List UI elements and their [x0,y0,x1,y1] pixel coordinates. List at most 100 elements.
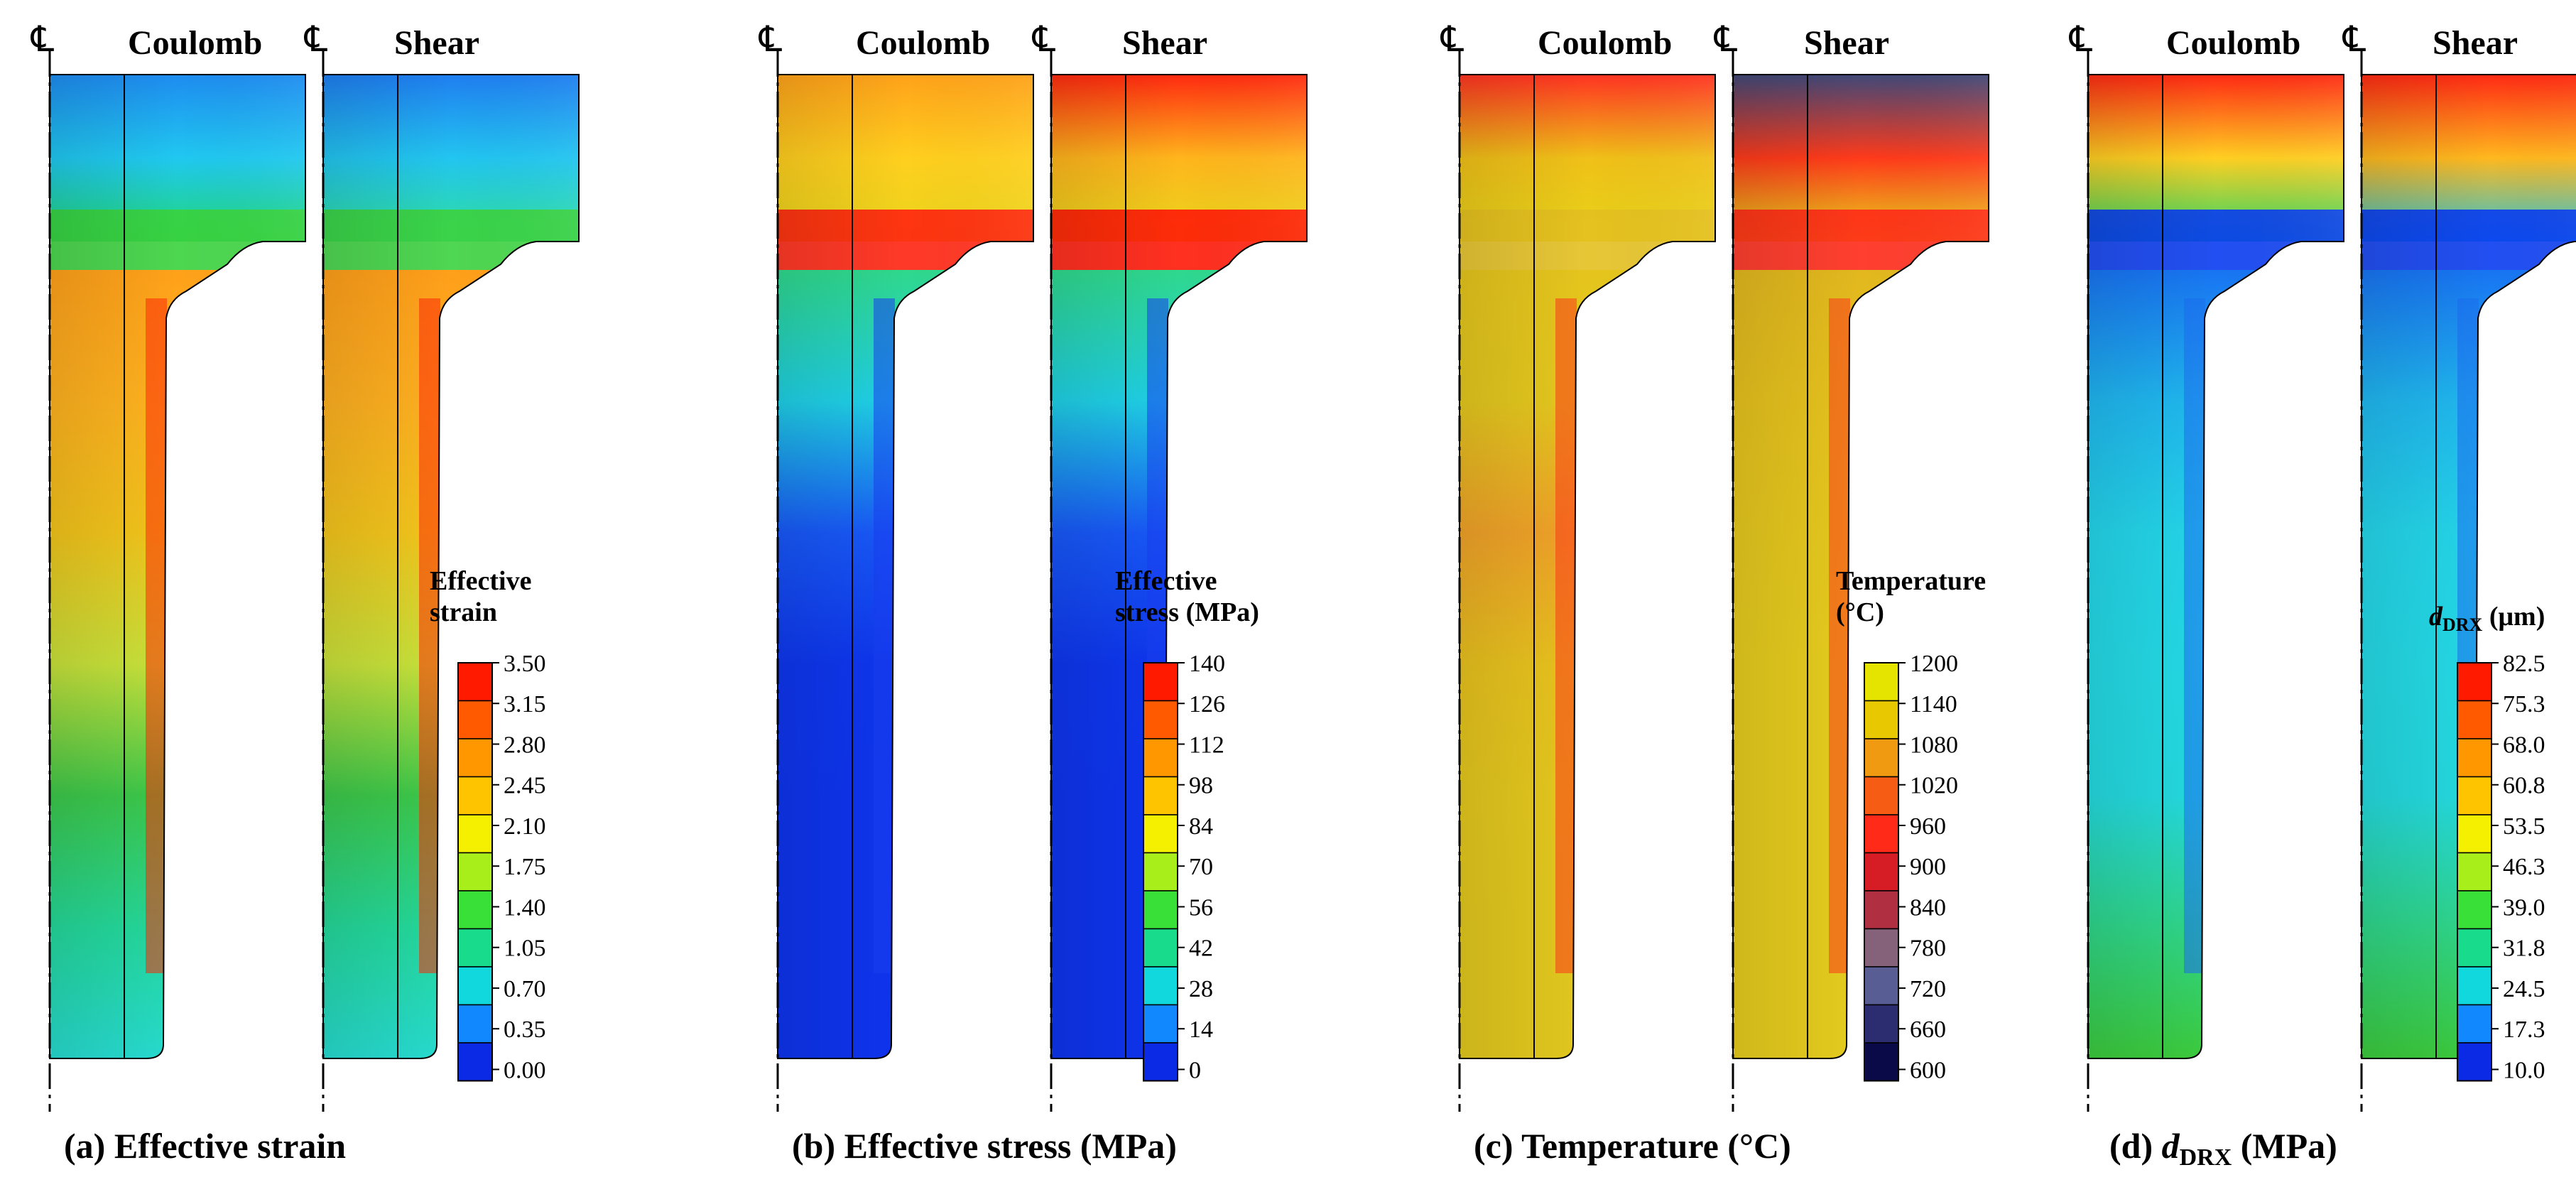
legend-tick-label: 1080 [1910,732,1958,758]
left-label: Coulomb [856,24,990,62]
left-label: Coulomb [1538,24,1672,62]
legend-tick-label: 126 [1189,691,1225,717]
legend-swatch [1143,966,1178,1006]
legend-swatch [1864,814,1899,854]
legend-tick-label: 960 [1910,813,1946,840]
contour-left-c: ℄ Coulomb [1440,19,1716,1112]
legend-tick-label: 28 [1189,976,1213,1002]
legend-swatch [1143,1004,1178,1044]
legend-tick-label: 82.5 [2503,651,2545,677]
centerline-symbol: ℄ [1440,19,1464,59]
legend-tick-label: 1020 [1910,773,1958,799]
legend-tick-label: 0.70 [504,976,546,1002]
legend-swatch [457,662,493,702]
legend-title: Temperature [1836,566,1986,596]
legend-tick-label: 1200 [1910,651,1958,677]
outline-left [1459,74,1716,1059]
contour-left-b: ℄ Coulomb [758,19,1034,1112]
legend-swatch [1864,776,1899,816]
legend-tick-label: 1.05 [504,936,546,962]
legend-swatch [1864,1004,1899,1044]
legend-swatch [2457,1042,2492,1082]
legend-tick-label: 70 [1189,854,1213,880]
legend-c: Temperature(°C) 1200 1140 1080 1020 960 900 840… [1836,566,1986,1083]
outline-left [777,74,1034,1059]
legend-swatch [1864,700,1899,739]
centerline-symbol: ℄ [2342,19,2366,59]
legend-tick-label: 31.8 [2503,936,2545,962]
legend-swatch [1864,1042,1899,1082]
legend-title: stress (MPa) [1115,597,1259,627]
outline-right [1732,74,1989,1059]
legend-tick-label: 1.75 [504,854,546,880]
legend-swatch [457,852,493,892]
legend-tick-label: 68.0 [2503,732,2545,758]
panel-caption: (d) dDRX (MPa) [2109,1126,2337,1171]
centerline-symbol: ℄ [1031,19,1055,59]
legend-tick-label: 10.0 [2503,1057,2545,1083]
legend-tick-label: 140 [1189,651,1225,677]
legend-tick-label: 2.10 [504,813,546,840]
legend-swatch [2457,814,2492,854]
legend-tick-label: 780 [1910,936,1946,962]
legend-swatch [1143,1042,1178,1082]
legend-swatch [457,928,493,968]
panel-caption: (b) Effective stress (MPa) [792,1126,1177,1166]
legend-title: dDRX (μm) [2429,602,2545,635]
legend-swatch [457,814,493,854]
legend-tick-label: 2.80 [504,732,546,758]
legend-tick-label: 98 [1189,773,1213,799]
right-label: Shear [1122,24,1207,62]
legend-tick-label: 840 [1910,894,1946,921]
legend-tick-label: 84 [1189,813,1213,840]
legend-swatch [1864,662,1899,702]
legend-swatch [457,776,493,816]
centerline-symbol: ℄ [30,19,54,59]
contour-left-a: ℄ Coulomb [30,19,306,1112]
legend-swatch [457,966,493,1006]
contour-left-d: ℄ Coulomb [2068,19,2344,1112]
centerline-symbol: ℄ [1713,19,1737,59]
legend-swatch [457,890,493,930]
legend-tick-label: 720 [1910,976,1946,1002]
legend-swatch [1143,890,1178,930]
legend-tick-label: 56 [1189,894,1213,921]
legend-swatch [457,1042,493,1082]
panel-caption: (a) Effective strain [64,1126,346,1166]
legend-swatch [2457,890,2492,930]
legend-tick-label: 3.15 [504,691,546,717]
legend-tick-label: 1.40 [504,894,546,921]
legend-swatch [1143,700,1178,739]
legend-title: Effective [430,566,531,596]
centerline-symbol: ℄ [758,19,782,59]
legend-tick-label: 112 [1189,732,1224,758]
left-label: Coulomb [128,24,262,62]
legend-swatch [457,700,493,739]
legend-tick-label: 2.45 [504,773,546,799]
legend-swatch [1864,738,1899,778]
legend-tick-label: 600 [1910,1057,1946,1083]
legend-swatch [1143,814,1178,854]
legend-swatch [2457,662,2492,702]
panel-caption: (c) Temperature (°C) [1474,1126,1791,1166]
legend-swatch [1864,928,1899,968]
legend-swatch [457,1004,493,1044]
legend-swatch [2457,928,2492,968]
legend-tick-label: 0.00 [504,1057,546,1083]
legend-title: Effective [1115,566,1217,596]
right-label: Shear [1804,24,1889,62]
right-label: Shear [394,24,479,62]
legend-tick-label: 14 [1189,1017,1213,1043]
outline-right [322,74,580,1059]
legend-swatch [1143,662,1178,702]
legend-tick-label: 17.3 [2503,1017,2545,1043]
legend-swatch [1143,852,1178,892]
legend-tick-label: 3.50 [504,651,546,677]
left-label: Coulomb [2166,24,2300,62]
legend-swatch [1143,776,1178,816]
legend-tick-label: 1140 [1910,691,1957,717]
legend-swatch [2457,966,2492,1006]
